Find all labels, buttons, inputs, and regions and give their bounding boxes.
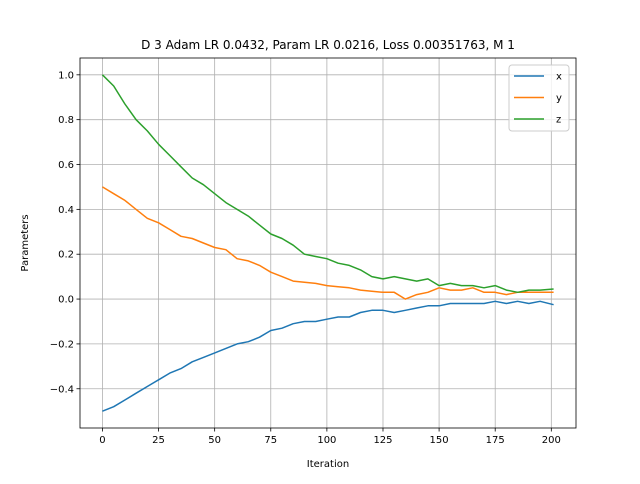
x-tick-label: 100 <box>317 435 336 446</box>
x-tick-label: 50 <box>208 435 221 446</box>
plot-frame <box>79 57 577 429</box>
series-line-z <box>101 74 554 294</box>
y-axis-label: Parameters <box>20 214 31 271</box>
legend-label-y: y <box>556 93 562 104</box>
y-tick-label: 0.4 <box>58 205 74 216</box>
legend: xyz <box>508 64 570 132</box>
legend-label-z: z <box>556 115 561 126</box>
x-tick-label: 25 <box>152 435 165 446</box>
y-tick-label: 0.2 <box>58 250 74 261</box>
y-tick-label: −0.2 <box>50 339 74 350</box>
y-tick-label: 0.6 <box>58 160 74 171</box>
series-line-x <box>102 300 554 412</box>
x-axis-label: Iteration <box>307 459 349 470</box>
axis-ticks: 0 25 50 75 100 125 150 175 200 −0.4 −0.2 0.0 0.2 0.4 0… <box>50 70 561 446</box>
y-tick-label: −0.4 <box>50 384 74 395</box>
x-tick-label: 175 <box>486 435 505 446</box>
series-line-y <box>102 186 554 300</box>
x-tick-label: 75 <box>264 435 277 446</box>
x-tick-label: 125 <box>373 435 392 446</box>
chart-title: D 3 Adam LR 0.0432, Param LR 0.0216, Los… <box>141 38 515 52</box>
x-tick-label: 0 <box>99 435 105 446</box>
legend-label-x: x <box>556 72 562 83</box>
x-tick-label: 200 <box>542 435 561 446</box>
y-tick-label: 0.0 <box>58 295 74 306</box>
series-lines <box>101 74 554 412</box>
x-tick-label: 150 <box>430 435 449 446</box>
y-tick-label: 1.0 <box>58 70 74 81</box>
y-tick-label: 0.8 <box>58 115 74 126</box>
